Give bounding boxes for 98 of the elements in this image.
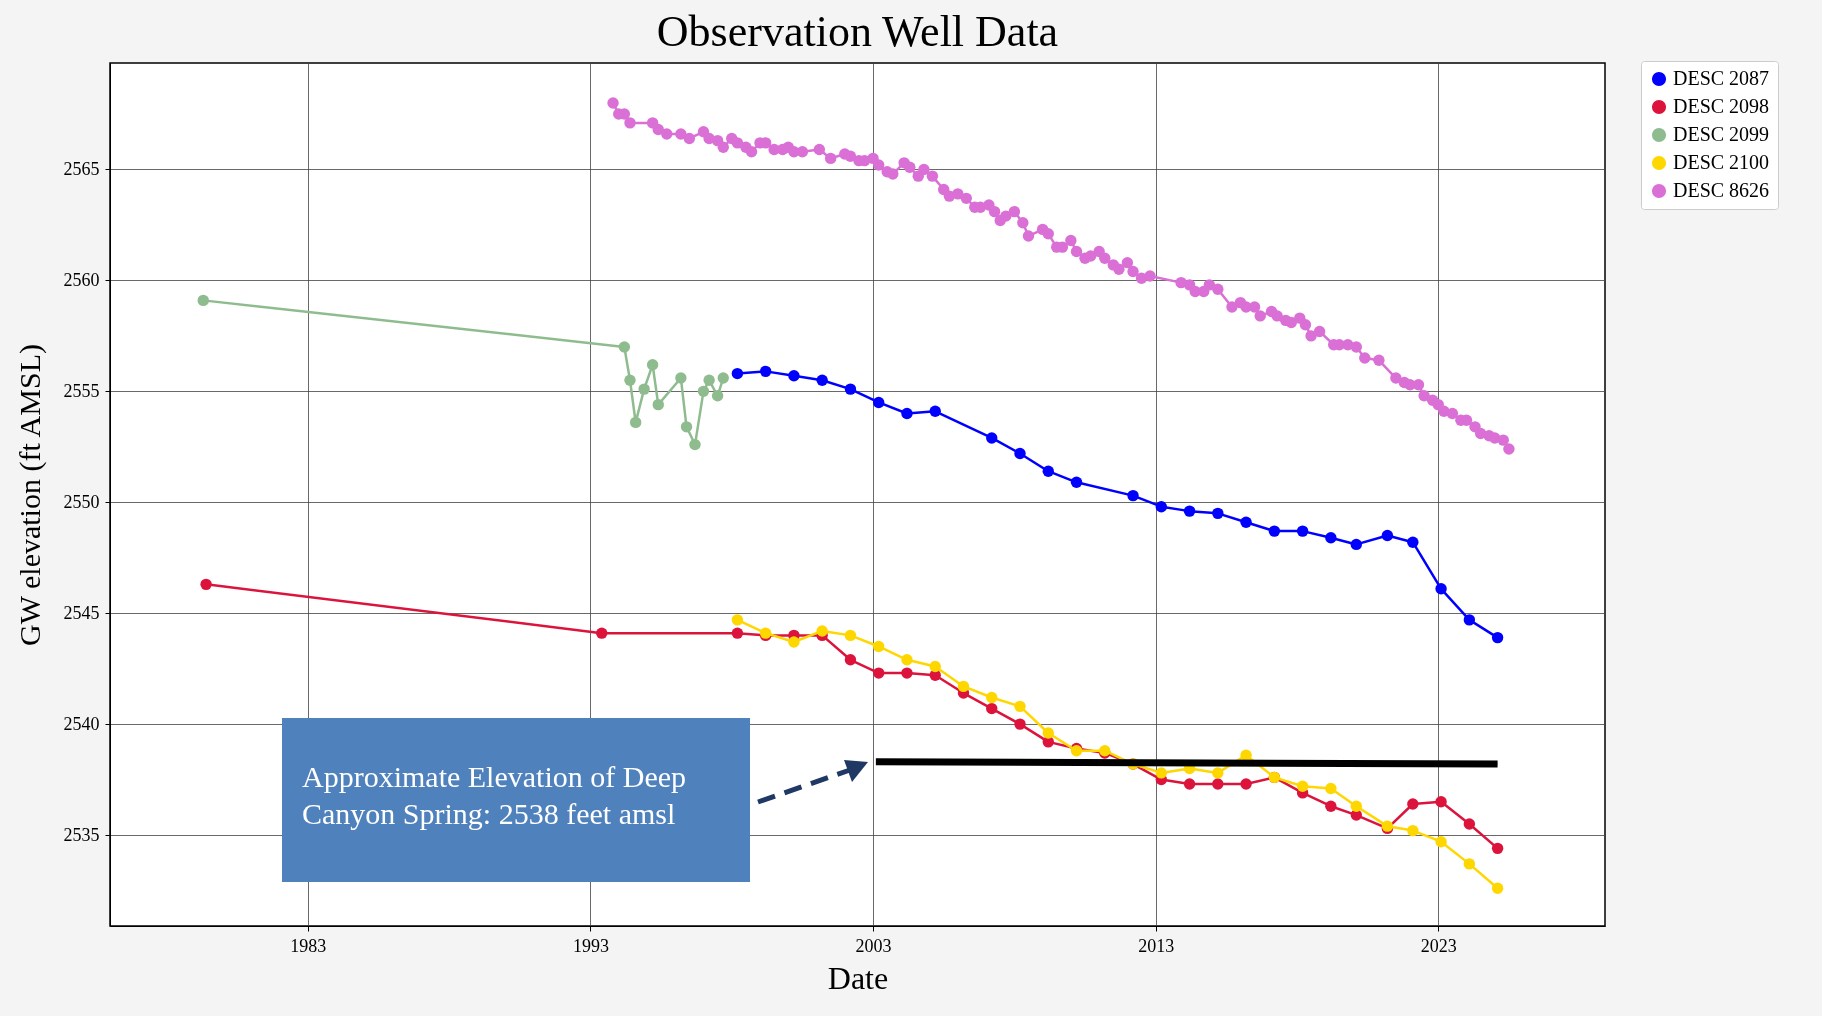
point xyxy=(1463,858,1476,870)
point xyxy=(1435,796,1447,808)
point xyxy=(1463,818,1476,830)
point xyxy=(986,432,998,444)
legend-label: DESC 8626 xyxy=(1673,179,1770,201)
point xyxy=(816,625,828,637)
point xyxy=(844,383,857,395)
point xyxy=(697,385,710,398)
point xyxy=(624,374,636,386)
legend-label: DESC 2100 xyxy=(1673,151,1770,173)
x-axis-title: Date xyxy=(827,959,889,996)
point xyxy=(872,396,885,409)
point xyxy=(596,627,608,639)
point xyxy=(1240,749,1252,761)
point xyxy=(1296,525,1309,537)
y-tick-label: 2540 xyxy=(63,713,100,734)
point xyxy=(717,372,729,384)
legend-label: DESC 2099 xyxy=(1673,123,1770,145)
point xyxy=(680,421,693,433)
legend-label: DESC 2087 xyxy=(1673,67,1770,89)
x-tick-label: 1983 xyxy=(290,935,327,956)
point xyxy=(901,407,913,420)
y-tick-label: 2565 xyxy=(63,158,100,179)
point xyxy=(872,640,885,653)
chart-title: Observation Well Data xyxy=(656,6,1059,56)
point xyxy=(1014,718,1026,730)
point xyxy=(1491,631,1504,644)
x-tick-label: 2023 xyxy=(1420,935,1457,956)
point xyxy=(711,390,724,402)
point xyxy=(1407,824,1419,837)
point xyxy=(1325,782,1337,795)
point xyxy=(986,691,998,704)
point xyxy=(1212,507,1224,520)
point xyxy=(759,365,772,378)
callout-box: Approximate Elevation of Deep Canyon Spring: 2538 feet amsl xyxy=(282,718,750,882)
point xyxy=(1014,447,1026,460)
point xyxy=(1183,505,1196,517)
point xyxy=(929,660,941,673)
point xyxy=(1042,465,1054,477)
point xyxy=(1325,800,1337,812)
point xyxy=(629,416,642,429)
point xyxy=(703,374,715,386)
point xyxy=(1350,538,1363,551)
point xyxy=(1463,614,1476,626)
point xyxy=(1183,778,1196,790)
point xyxy=(1435,583,1447,595)
point xyxy=(618,341,631,353)
point xyxy=(1435,836,1447,848)
point xyxy=(646,359,659,371)
point xyxy=(731,627,744,639)
point xyxy=(901,654,913,666)
point xyxy=(901,667,913,679)
point xyxy=(638,383,650,395)
point xyxy=(957,680,970,693)
x-tick-label: 1993 xyxy=(572,935,609,956)
y-tick-label: 2555 xyxy=(63,380,100,401)
point xyxy=(1491,882,1504,894)
point xyxy=(872,667,885,679)
point xyxy=(731,367,744,380)
point xyxy=(1407,798,1419,810)
point xyxy=(731,614,744,626)
point xyxy=(200,578,212,591)
point xyxy=(1155,767,1168,779)
point xyxy=(689,438,701,451)
point xyxy=(844,629,857,642)
point xyxy=(788,370,800,382)
point xyxy=(1240,778,1252,790)
y-tick-label: 2550 xyxy=(63,491,100,512)
point xyxy=(197,294,209,307)
point xyxy=(788,636,800,648)
point xyxy=(1350,800,1363,812)
point xyxy=(816,374,828,386)
x-tick-label: 2013 xyxy=(1138,935,1175,956)
point xyxy=(1042,727,1054,739)
legend-label: DESC 2098 xyxy=(1673,95,1770,117)
point xyxy=(1240,516,1252,528)
y-tick-label: 2535 xyxy=(63,824,100,845)
point xyxy=(1491,842,1504,855)
point xyxy=(929,405,941,417)
point xyxy=(1381,529,1394,542)
point xyxy=(844,654,857,666)
point xyxy=(1296,780,1309,792)
point xyxy=(1212,778,1224,790)
y-tick-label: 2560 xyxy=(63,269,100,290)
point xyxy=(1325,532,1337,544)
point xyxy=(1268,525,1281,537)
point xyxy=(675,372,687,384)
point xyxy=(1407,536,1419,548)
x-tick-label: 2003 xyxy=(855,935,892,956)
point xyxy=(1070,476,1083,488)
point xyxy=(986,702,998,715)
y-axis-title: GW elevation (ft AMSL) xyxy=(12,344,47,646)
point xyxy=(1212,767,1224,779)
point xyxy=(1127,489,1139,502)
y-tick-label: 2545 xyxy=(63,602,100,623)
point xyxy=(1014,700,1026,713)
point xyxy=(652,398,664,411)
point xyxy=(1155,501,1168,513)
